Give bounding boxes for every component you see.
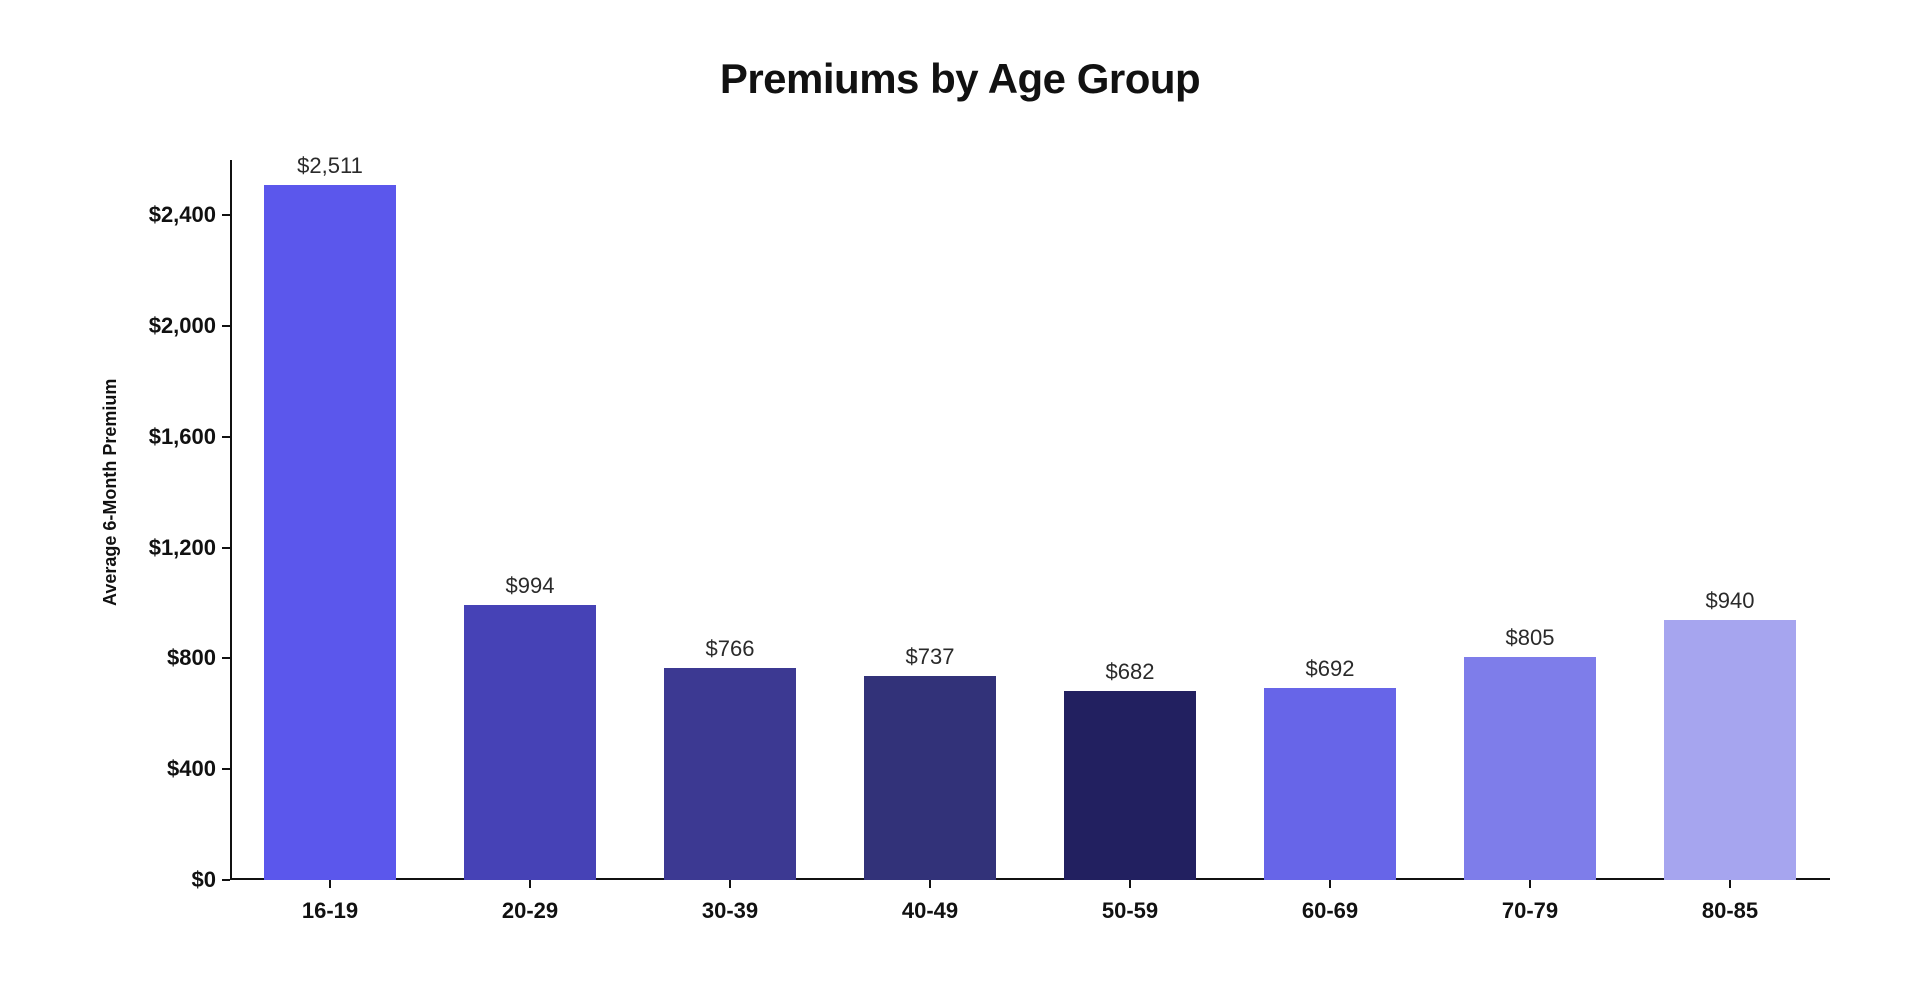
y-tick-mark <box>222 547 230 549</box>
y-tick-mark <box>222 657 230 659</box>
y-tick-mark <box>222 325 230 327</box>
premiums-by-age-chart: Premiums by Age Group Average 6-Month Pr… <box>0 0 1920 987</box>
y-tick-mark <box>222 879 230 881</box>
x-tick-mark <box>1329 880 1331 888</box>
x-tick-label: 20-29 <box>502 898 558 924</box>
x-tick-label: 40-49 <box>902 898 958 924</box>
chart-title: Premiums by Age Group <box>0 55 1920 103</box>
bar-value-label: $737 <box>906 644 955 670</box>
x-tick-mark <box>1729 880 1731 888</box>
x-tick-mark <box>929 880 931 888</box>
bar-value-label: $805 <box>1506 625 1555 651</box>
x-tick-mark <box>529 880 531 888</box>
x-tick-label: 50-59 <box>1102 898 1158 924</box>
x-tick-label: 80-85 <box>1702 898 1758 924</box>
x-tick-label: 70-79 <box>1502 898 1558 924</box>
y-tick-label: $1,200 <box>130 535 216 561</box>
y-axis-line <box>230 160 232 880</box>
x-tick-label: 30-39 <box>702 898 758 924</box>
y-axis-label: Average 6-Month Premium <box>100 379 121 606</box>
x-tick-mark <box>329 880 331 888</box>
y-tick-label: $1,600 <box>130 424 216 450</box>
x-tick-mark <box>729 880 731 888</box>
bar-value-label: $766 <box>706 636 755 662</box>
x-tick-label: 60-69 <box>1302 898 1358 924</box>
bar <box>264 185 396 880</box>
bar <box>864 676 996 880</box>
bar-value-label: $994 <box>506 573 555 599</box>
bar <box>1064 691 1196 880</box>
y-tick-mark <box>222 768 230 770</box>
y-tick-label: $0 <box>130 867 216 893</box>
bar <box>1664 620 1796 880</box>
bar <box>664 668 796 880</box>
bar <box>1464 657 1596 880</box>
y-tick-mark <box>222 214 230 216</box>
plot-area: $0$400$800$1,200$1,600$2,000$2,400$2,511… <box>230 160 1830 880</box>
bar-value-label: $682 <box>1106 659 1155 685</box>
bar-value-label: $692 <box>1306 656 1355 682</box>
y-tick-label: $2,400 <box>130 202 216 228</box>
bar <box>464 605 596 880</box>
y-tick-mark <box>222 436 230 438</box>
bar <box>1264 688 1396 880</box>
y-tick-label: $400 <box>130 756 216 782</box>
bar-value-label: $940 <box>1706 588 1755 614</box>
bar-value-label: $2,511 <box>297 153 363 179</box>
x-tick-label: 16-19 <box>302 898 358 924</box>
y-tick-label: $2,000 <box>130 313 216 339</box>
x-tick-mark <box>1529 880 1531 888</box>
y-tick-label: $800 <box>130 645 216 671</box>
x-tick-mark <box>1129 880 1131 888</box>
